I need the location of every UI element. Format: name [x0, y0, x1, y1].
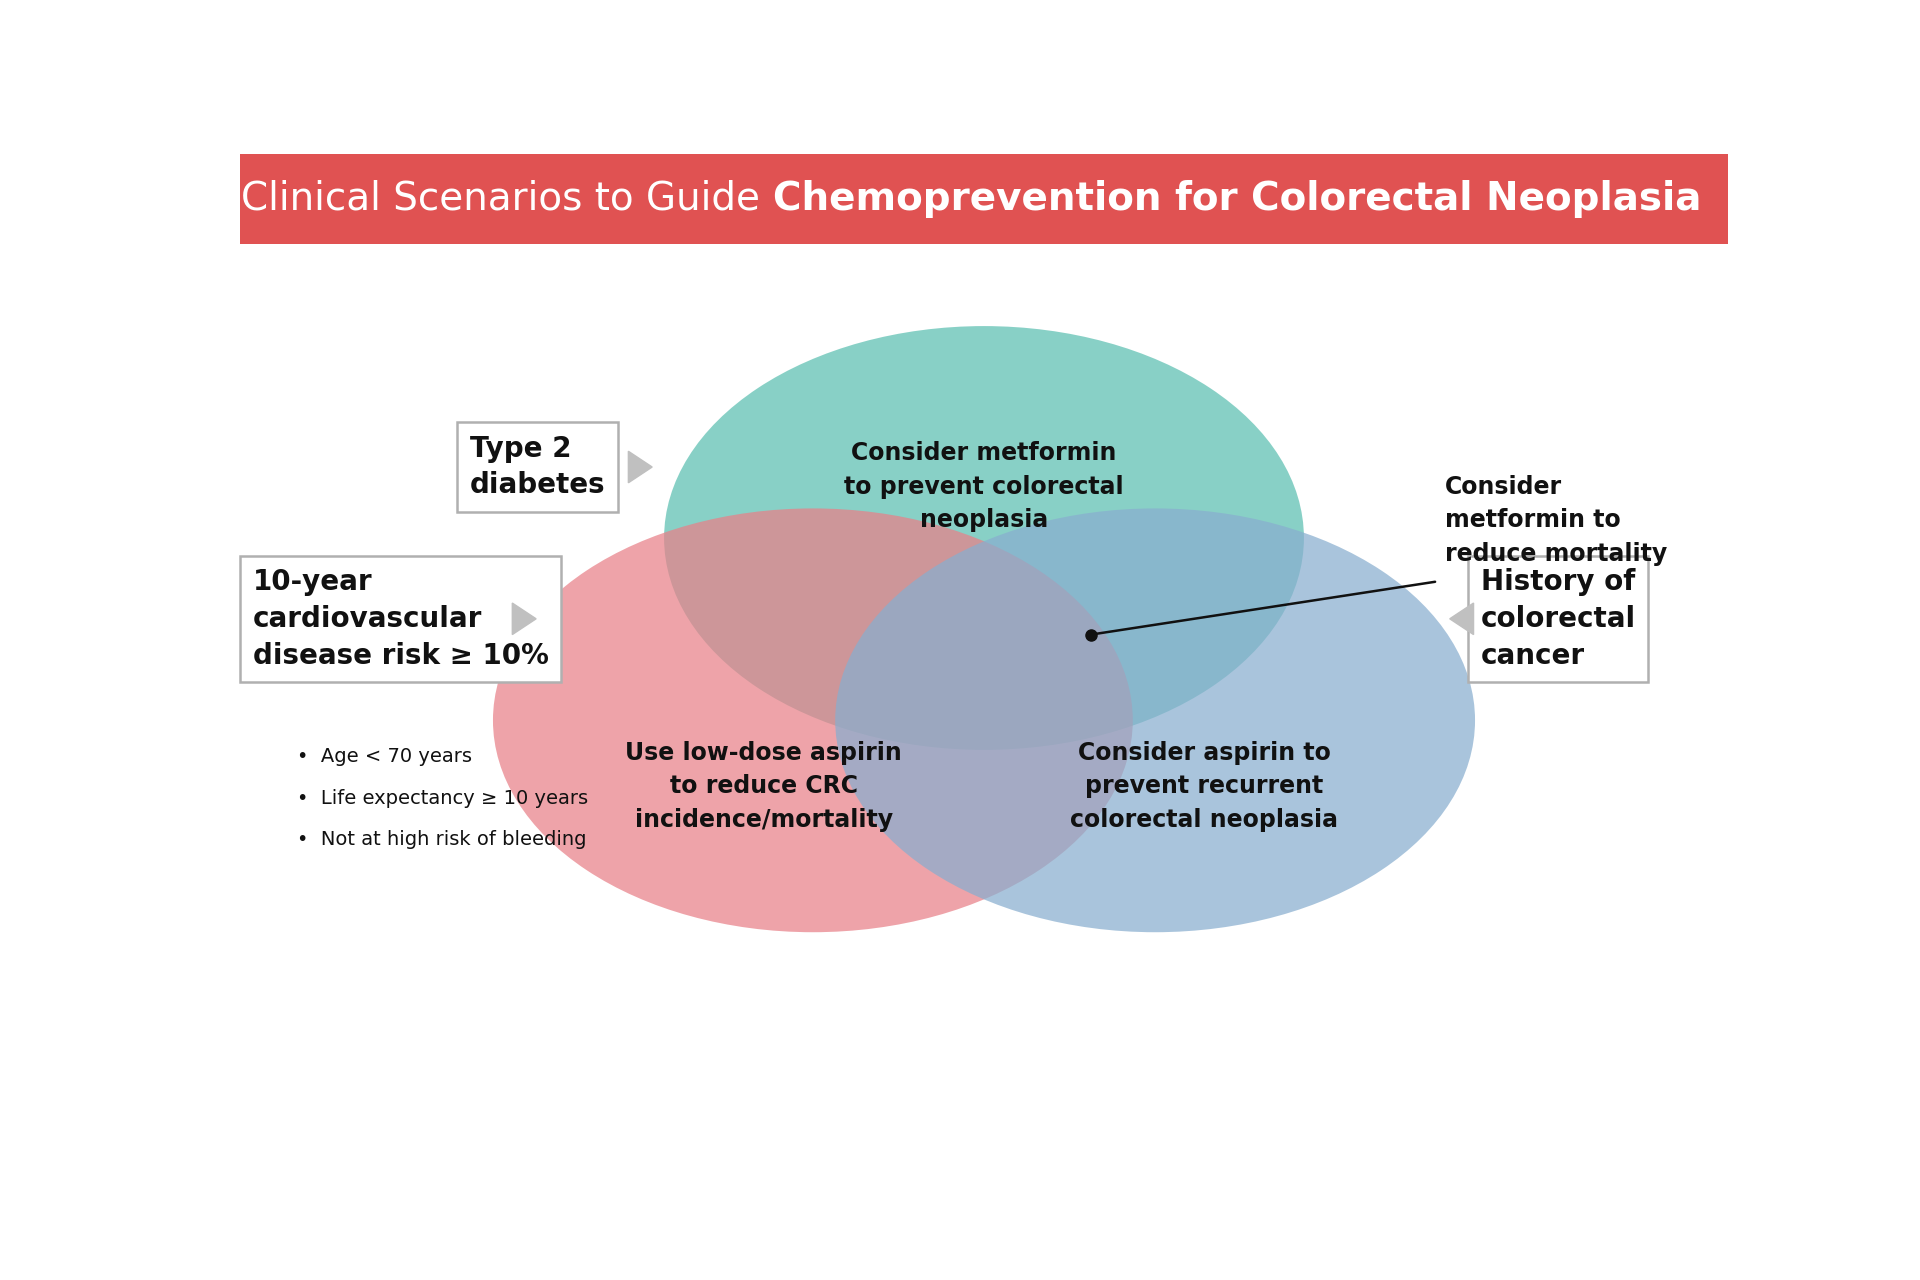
Text: Consider aspirin to
prevent recurrent
colorectal neoplasia: Consider aspirin to prevent recurrent co… [1069, 741, 1338, 832]
Text: History of
colorectal
cancer: History of colorectal cancer [1480, 568, 1636, 669]
Circle shape [664, 326, 1304, 750]
Polygon shape [1450, 603, 1473, 635]
Text: Use low-dose aspirin
to reduce CRC
incidence/mortality: Use low-dose aspirin to reduce CRC incid… [626, 741, 902, 832]
Text: •  Life expectancy ≥ 10 years: • Life expectancy ≥ 10 years [296, 788, 588, 808]
Polygon shape [628, 452, 653, 483]
Polygon shape [513, 603, 536, 635]
Text: Clinical Scenarios to Guide: Clinical Scenarios to Guide [242, 180, 772, 218]
Text: Chemoprevention for Colorectal Neoplasia: Chemoprevention for Colorectal Neoplasia [772, 180, 1701, 218]
Text: •  Not at high risk of bleeding: • Not at high risk of bleeding [296, 829, 586, 849]
Text: Type 2
diabetes: Type 2 diabetes [470, 435, 605, 499]
Text: Consider metformin
to prevent colorectal
neoplasia: Consider metformin to prevent colorectal… [845, 442, 1123, 532]
Text: Consider
metformin to
reduce mortality: Consider metformin to reduce mortality [1446, 475, 1668, 566]
Text: •  Age < 70 years: • Age < 70 years [296, 748, 472, 767]
Circle shape [835, 508, 1475, 932]
FancyBboxPatch shape [240, 154, 1728, 244]
Text: 10-year
cardiovascular
disease risk ≥ 10%: 10-year cardiovascular disease risk ≥ 10… [253, 568, 549, 669]
Circle shape [493, 508, 1133, 932]
